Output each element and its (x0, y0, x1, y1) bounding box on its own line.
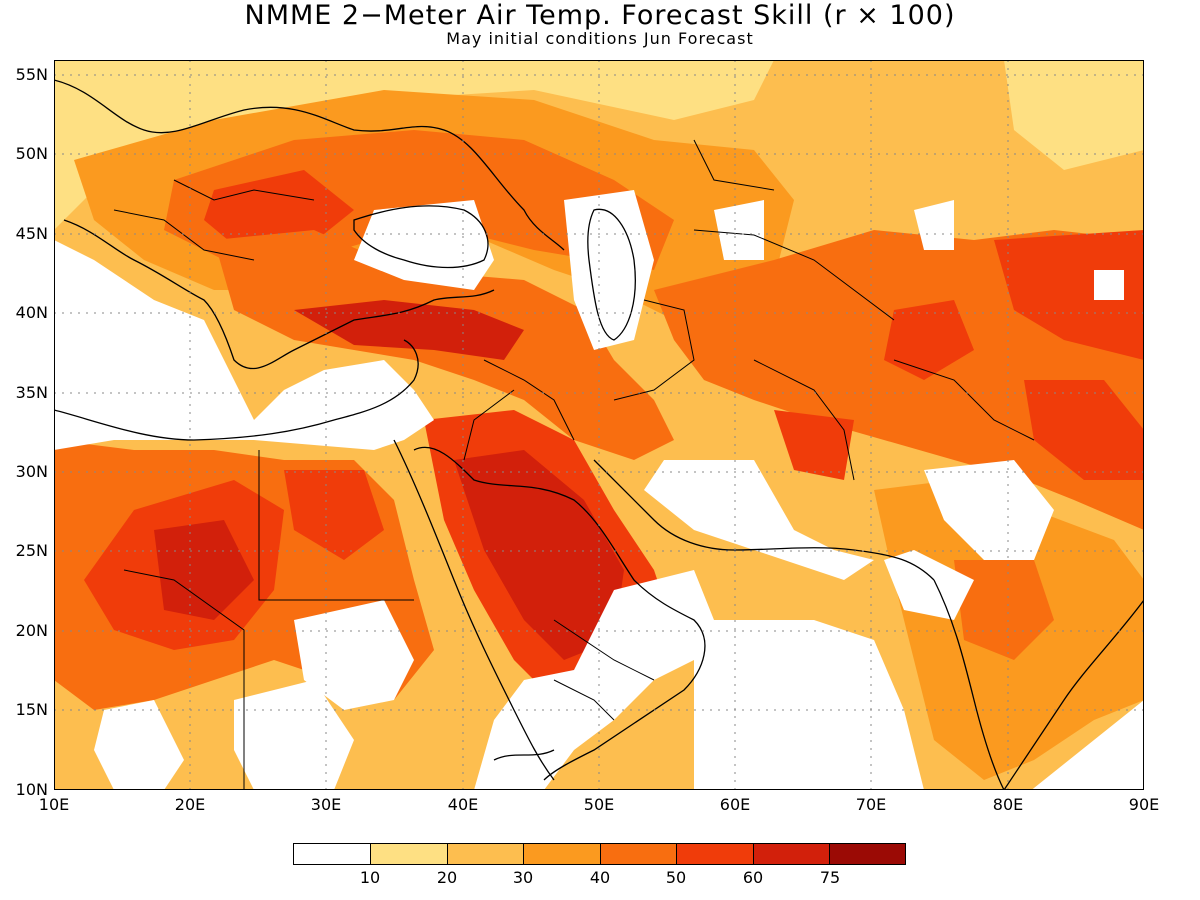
gridlines (54, 60, 1144, 790)
lon-label-90e: 90E (1128, 795, 1160, 814)
lat-label-20n: 20N (15, 621, 48, 640)
colorbar-box-6 (753, 843, 831, 865)
lon-label-40e: 40E (447, 795, 479, 814)
skill-field (54, 60, 1144, 790)
lat-label-50n: 50N (15, 144, 48, 163)
lat-label-45n: 45N (15, 224, 48, 243)
colorbar-label-60: 60 (742, 868, 764, 887)
colorbar-box-0 (293, 843, 371, 865)
borders (113, 139, 1035, 790)
colorbar-label-30: 30 (512, 868, 534, 887)
colorbar-box-7 (829, 843, 906, 865)
lon-label-30e: 30E (310, 795, 342, 814)
colorbar-box-5 (676, 843, 754, 865)
lat-label-55n: 55N (15, 65, 48, 84)
lon-label-50e: 50E (583, 795, 615, 814)
colorbar-box-1 (370, 843, 448, 865)
coastlines (54, 79, 1144, 790)
lon-label-70e: 70E (855, 795, 887, 814)
skill-map (54, 60, 1144, 790)
colorbar-label-50: 50 (665, 868, 687, 887)
lat-label-10n: 10N (15, 780, 48, 799)
lat-label-15n: 15N (15, 700, 48, 719)
lat-label-25n: 25N (15, 541, 48, 560)
chart-subtitle: May initial conditions Jun Forecast (446, 29, 754, 48)
lon-label-60e: 60E (719, 795, 751, 814)
colorbar-box-3 (523, 843, 601, 865)
lon-label-80e: 80E (992, 795, 1024, 814)
chart-title: NMME 2−Meter Air Temp. Forecast Skill (r… (244, 0, 956, 31)
lat-label-30n: 30N (15, 462, 48, 481)
colorbar-label-20: 20 (436, 868, 458, 887)
lat-label-35n: 35N (15, 383, 48, 402)
colorbar-label-10: 10 (359, 868, 381, 887)
lon-label-20e: 20E (174, 795, 206, 814)
colorbar-box-2 (447, 843, 525, 865)
colorbar-box-4 (600, 843, 678, 865)
colorbar-label-40: 40 (589, 868, 611, 887)
lon-label-10e: 10E (38, 795, 70, 814)
colorbar-label-75: 75 (819, 868, 841, 887)
lat-label-40n: 40N (15, 303, 48, 322)
